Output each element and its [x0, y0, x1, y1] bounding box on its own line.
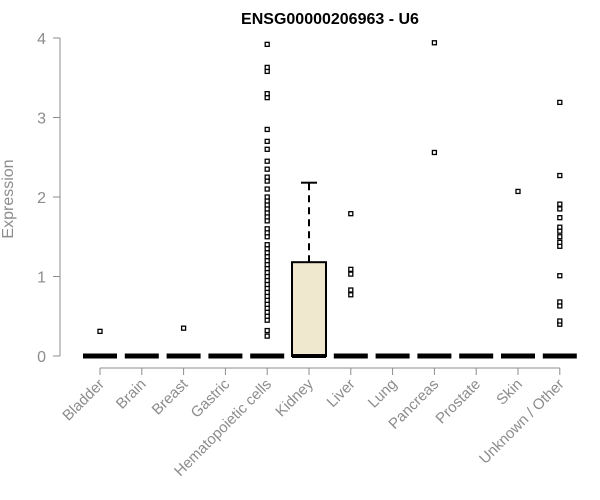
box-group — [542, 99, 577, 359]
outlier-point — [264, 41, 270, 48]
outlier-point — [557, 299, 563, 305]
outlier-point — [557, 201, 563, 207]
box-group — [333, 211, 368, 359]
outlier-point — [264, 64, 270, 71]
outlier-point — [264, 194, 270, 200]
x-tick-label: Brain — [113, 376, 150, 413]
outlier-point — [348, 271, 354, 277]
box-group — [166, 325, 201, 359]
x-tick-label: Kidney — [272, 375, 317, 420]
outlier-point — [264, 138, 270, 145]
box-group — [250, 41, 285, 359]
outlier-point — [264, 126, 270, 133]
y-tick-label: 2 — [37, 190, 46, 207]
outlier-point — [431, 40, 438, 46]
outlier-point — [264, 226, 270, 232]
x-tick-label: Liver — [324, 376, 359, 411]
box-group — [417, 40, 452, 359]
outlier-point — [557, 224, 563, 230]
outlier-point — [515, 188, 521, 195]
outlier-point — [557, 99, 563, 106]
outlier-point — [557, 172, 563, 179]
x-tick-label: Bladder — [59, 376, 108, 425]
outlier-point — [264, 174, 270, 180]
outlier-point — [557, 318, 563, 324]
x-tick-label: Skin — [493, 376, 526, 409]
outlier-point — [557, 215, 563, 221]
box-group — [83, 328, 117, 359]
y-axis: 0 1 2 3 4 — [37, 31, 61, 366]
x-tick-label: Prostate — [432, 376, 484, 428]
outlier-point — [557, 206, 563, 212]
x-tick-label: Lung — [365, 376, 401, 412]
outlier-point — [264, 146, 270, 152]
outlier-point — [264, 186, 270, 192]
y-tick-label: 3 — [37, 111, 46, 128]
y-tick-label: 4 — [37, 31, 46, 48]
chart-title: ENSG00000206963 - U6 — [241, 11, 419, 28]
outlier-point — [431, 149, 438, 156]
box-group — [501, 188, 535, 359]
outlier-point — [557, 234, 563, 240]
box-group — [291, 181, 327, 358]
outlier-point — [97, 328, 103, 335]
y-tick-label: 0 — [37, 349, 46, 366]
outlier-point — [264, 158, 270, 164]
outlier-point — [264, 333, 270, 339]
outlier-point — [557, 273, 563, 279]
outlier-point — [348, 287, 354, 293]
outlier-point — [348, 211, 354, 217]
outlier-point — [557, 239, 563, 245]
box-series — [83, 40, 577, 359]
outlier-point — [264, 166, 270, 172]
outlier-point — [264, 242, 270, 248]
outlier-point — [180, 325, 187, 331]
x-tick-label: Breast — [149, 375, 192, 418]
y-axis-label: Expression — [0, 159, 17, 238]
box — [291, 261, 327, 357]
outlier-point — [264, 327, 270, 334]
y-tick-label: 1 — [37, 270, 46, 287]
outlier-point — [348, 292, 354, 298]
outlier-point — [348, 266, 354, 272]
outlier-point — [264, 91, 270, 97]
